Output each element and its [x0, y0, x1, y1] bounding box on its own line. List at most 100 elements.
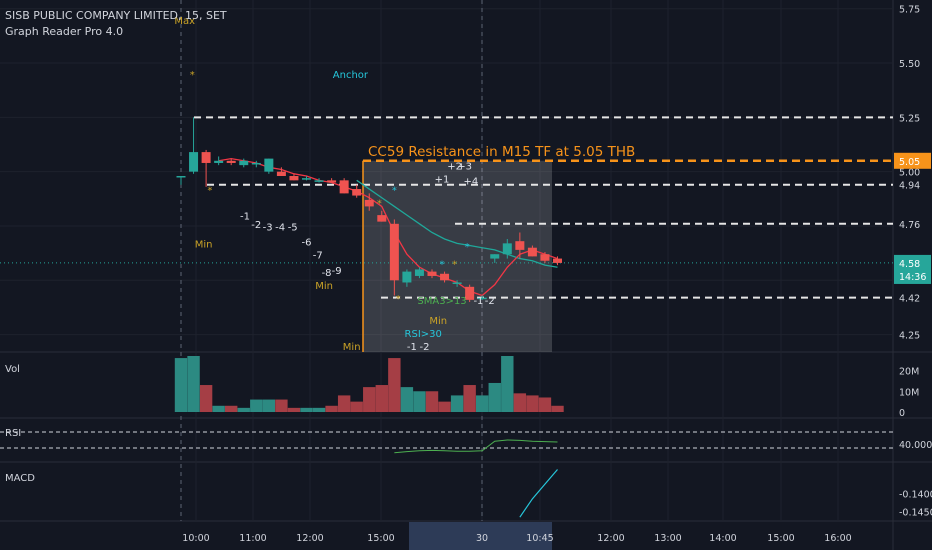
time-tick-label: 11:00: [239, 533, 266, 544]
candle-body: [289, 176, 299, 181]
time-tick-label: 10:00: [182, 533, 209, 544]
time-tick-label: 30: [476, 533, 488, 544]
macd-tick-label: -0.1450: [899, 508, 932, 519]
candle-body: [389, 223, 399, 281]
annotation-label: Min: [195, 240, 213, 251]
annotation-label: *: [452, 259, 457, 270]
rsi-pane: 40.0000: [0, 431, 932, 454]
price-tick-label: 4.25: [899, 331, 920, 342]
volume-bar: [237, 407, 250, 412]
volume-bar: [438, 401, 451, 412]
candle-body: [339, 180, 349, 194]
volume-bar: [375, 385, 388, 412]
annotation-label: Max: [174, 16, 195, 27]
annotation-label: +4: [464, 177, 479, 188]
volume-bar: [488, 382, 501, 412]
volume-bar: [363, 387, 376, 412]
time-tick-label: 15:00: [367, 533, 394, 544]
time-axis[interactable]: 10:00 11:00 12:00 15:00 30 10:45 12:00 13:00 14:…: [182, 522, 852, 550]
annotation-label: *: [440, 259, 445, 270]
time-tick-label: 12:00: [597, 533, 624, 544]
annotations: Max**Anchor***Min-1-2 -3 -4 -5-6-7-8 -9Min+1…: [174, 16, 494, 353]
candle-body: [276, 171, 286, 176]
rsi-line: [394, 439, 558, 454]
annotation-label: *: [190, 70, 195, 81]
macd-line: [519, 469, 558, 518]
annotation-label: -6: [302, 238, 312, 249]
time-tick-label: 13:00: [654, 533, 681, 544]
volume-bar: [187, 356, 200, 412]
annotation-label: -4: [275, 222, 285, 233]
sma-line: [218, 157, 558, 297]
candle-body: [502, 243, 512, 255]
candle-body: [553, 258, 562, 263]
volume-bar: [312, 407, 326, 412]
zone-title: CC59 Resistance in M15 TF at 5.05 THB: [368, 144, 635, 160]
price-badge: [894, 254, 931, 271]
volume-pane: 20M 10M 0: [174, 356, 919, 419]
volume-bar: [287, 407, 301, 412]
annotation-label: *: [465, 242, 470, 253]
annotation-label: Min: [315, 281, 333, 292]
annotation-label: -2: [251, 220, 261, 231]
candle-body: [402, 271, 412, 283]
volume-bar: [526, 395, 539, 412]
price-badge-label: 5.05: [899, 157, 920, 168]
volume-pane-label: Vol: [5, 364, 20, 375]
annotation-label: *: [207, 185, 212, 196]
volume-bar: [275, 399, 288, 412]
annotation-label: +3: [457, 161, 472, 172]
candle-body: [189, 152, 199, 172]
volume-bar: [463, 385, 476, 412]
time-axis-highlight: [409, 522, 552, 550]
annotation-label: -8: [322, 268, 332, 279]
annotation-label: -1: [407, 342, 417, 353]
price-tick-label: 5.25: [899, 113, 920, 124]
annotation-label: Anchor: [333, 70, 369, 81]
candle-body: [490, 254, 500, 259]
volume-bar: [501, 356, 514, 412]
macd-pane-label: MACD: [5, 473, 35, 484]
time-tick-label: 10:45: [526, 533, 553, 544]
volume-bar: [400, 387, 414, 412]
price-tick-label: 5.00: [899, 168, 920, 179]
price-tick-label: 4.42: [899, 294, 920, 305]
annotation-label: RSI>30: [405, 329, 442, 340]
volume-bar: [262, 399, 276, 412]
annotation-label: -2: [485, 296, 495, 307]
volume-bar: [225, 405, 238, 412]
annotation-label: -7: [313, 251, 323, 262]
annotation-label: Min: [429, 316, 447, 327]
candle-body: [452, 282, 462, 284]
candle-body: [377, 215, 387, 222]
candle-body: [264, 158, 274, 172]
candle-body: [302, 178, 311, 180]
candle-body: [414, 269, 424, 276]
candle-body: [352, 189, 362, 196]
candle-body: [515, 241, 525, 250]
volume-bar: [350, 401, 363, 412]
candle-body: [465, 286, 475, 300]
price-badge: [894, 267, 931, 284]
indicator-lines: [218, 157, 558, 297]
rsi-tick-label: 40.0000: [899, 440, 932, 451]
rsi-pane-label: RSI: [5, 428, 22, 439]
indicator-title: Graph Reader Pro 4.0: [5, 25, 124, 38]
price-tick-label: 4.94: [899, 181, 920, 192]
price-axis[interactable]: 5.75 5.50 5.25 5.00 4.94 4.76 4.42 4.25 5.05 4.58…: [894, 5, 931, 342]
price-tick-label: 5.75: [899, 5, 920, 16]
time-tick-label: 14:00: [709, 533, 736, 544]
candle-body: [540, 254, 550, 261]
candle-body: [239, 160, 249, 166]
symbol-title: SISB PUBLIC COMPANY LIMITED, 15, SET: [5, 9, 227, 22]
annotation-label: -1: [240, 211, 250, 222]
teal-line: [356, 179, 558, 268]
candle-body: [440, 273, 450, 281]
volume-bar: [325, 405, 338, 412]
candle-body: [176, 176, 186, 178]
time-tick-label: 15:00: [767, 533, 794, 544]
annotation-label: -3: [263, 222, 273, 233]
volume-tick-label: 20M: [899, 367, 919, 378]
